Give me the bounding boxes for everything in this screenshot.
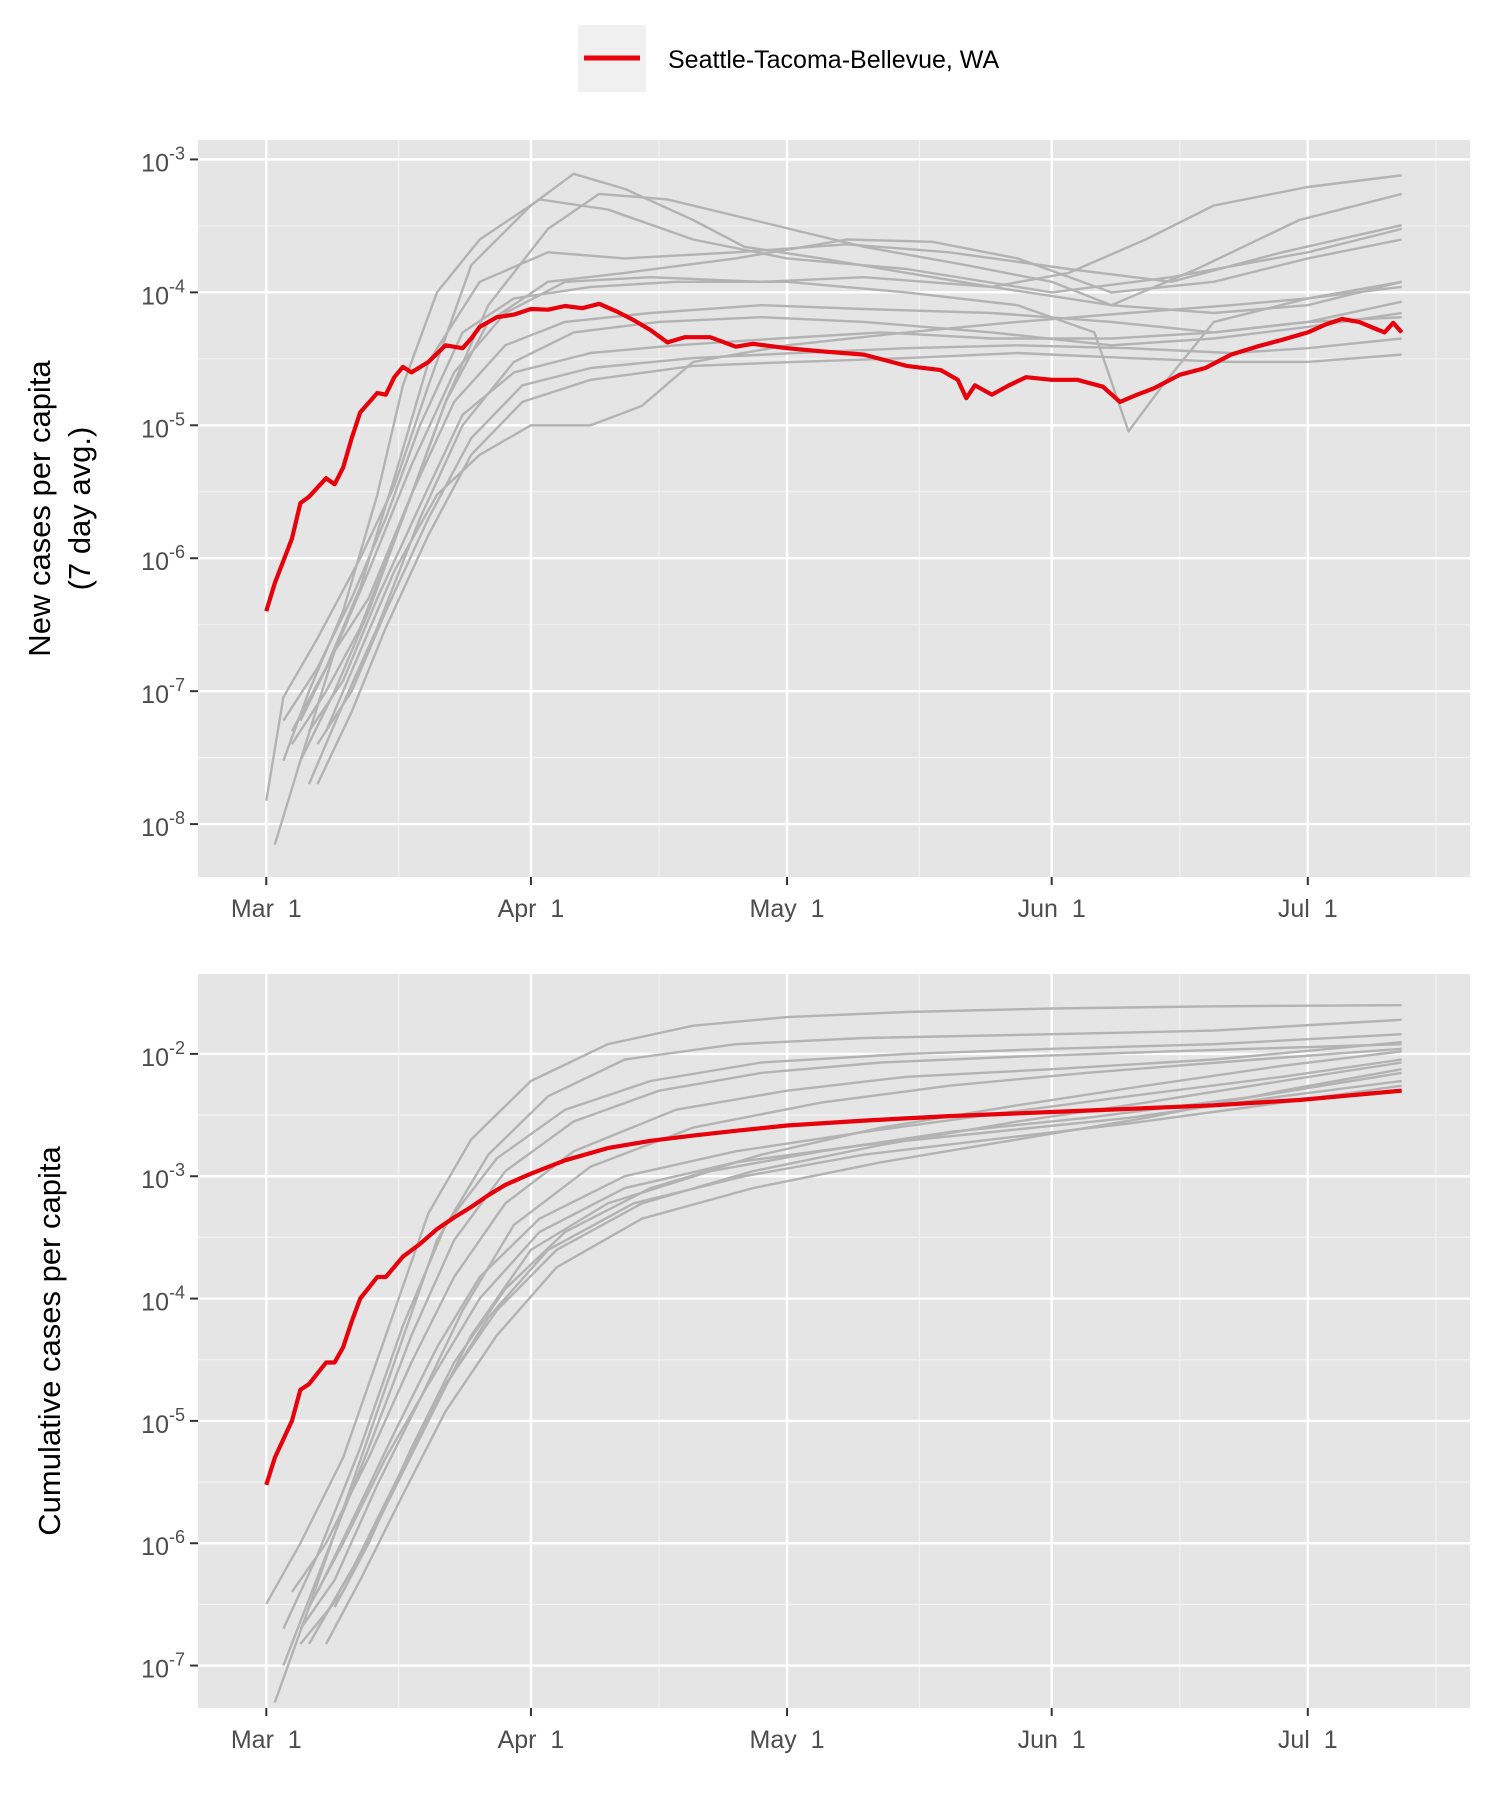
comparison-series-line (308, 316, 1402, 732)
y-tick-label: 10-2 (141, 1038, 185, 1072)
cumulative-cases-panel: Mar 1 Apr 1 May 1 Jun 1 Jul 1 10-7 10-6 10-5 10-… (32, 974, 1470, 1754)
x-tick-label: May 1 (750, 895, 825, 923)
comparison-series-line (316, 1058, 1402, 1593)
comparison-series-line (299, 1047, 1402, 1630)
y-tick-label: 10-6 (141, 542, 185, 576)
y-axis-title: New cases per capita (22, 360, 57, 657)
comparison-series-line (316, 351, 1402, 785)
comparison-series-line (273, 1018, 1402, 1703)
x-tick-label: Jun 1 (1018, 1726, 1086, 1754)
comparison-series-line (325, 1068, 1402, 1645)
comparison-series-line (299, 300, 1402, 762)
new-cases-panel: Mar 1 Apr 1 May 1 Jun 1 Jul 1 10-8 10-7 10-6 10-… (22, 140, 1470, 923)
y-tick-label: 10-5 (141, 409, 185, 443)
legend: Seattle-Tacoma-Bellevue, WA (578, 25, 999, 92)
comparison-series-line (265, 1004, 1402, 1605)
comparison-series-line (282, 198, 1402, 762)
y-tick-label: 10-6 (141, 1527, 185, 1561)
comparison-series-line (273, 192, 1402, 846)
x-tick-label: Apr 1 (498, 895, 565, 923)
x-tick-label: Jul 1 (1278, 895, 1338, 923)
comparison-series-line (265, 172, 1402, 801)
comparison-series-line (299, 276, 1402, 722)
y-tick-label: 10-3 (141, 1160, 185, 1194)
x-tick-label: May 1 (750, 1726, 825, 1754)
x-tick-label: Jul 1 (1278, 1726, 1338, 1754)
comparison-series-line (324, 285, 1402, 732)
y-tick-label: 10-7 (141, 675, 185, 709)
x-tick-label: Apr 1 (498, 1726, 565, 1754)
x-tick-label: Jun 1 (1018, 895, 1086, 923)
y-tick-label: 10-4 (141, 276, 185, 310)
comparison-series-line (282, 280, 1402, 722)
x-tick-label: Mar 1 (231, 1726, 302, 1754)
comparison-series-line (282, 1033, 1402, 1630)
y-tick-label: 10-3 (141, 143, 185, 177)
y-tick-label: 10-8 (141, 808, 185, 842)
comparison-series-line (307, 1079, 1402, 1608)
y-axis-title: Cumulative cases per capita (32, 1146, 67, 1536)
x-tick-label: Mar 1 (231, 895, 302, 923)
highlight-series-line (264, 1088, 1402, 1486)
y-tick-label: 10-4 (141, 1283, 185, 1317)
y-tick-label: 10-5 (141, 1405, 185, 1439)
comparison-series-line (316, 337, 1402, 745)
comparison-series-line (333, 1050, 1402, 1608)
comparison-series-line (282, 1043, 1402, 1667)
y-axis-title: (7 day avg.) (62, 427, 97, 591)
comparison-series-line (307, 311, 1402, 785)
y-tick-label: 10-7 (141, 1650, 185, 1684)
legend-label: Seattle-Tacoma-Bellevue, WA (668, 46, 999, 74)
highlight-series-line (264, 301, 1404, 612)
comparison-series-line (290, 1040, 1402, 1593)
